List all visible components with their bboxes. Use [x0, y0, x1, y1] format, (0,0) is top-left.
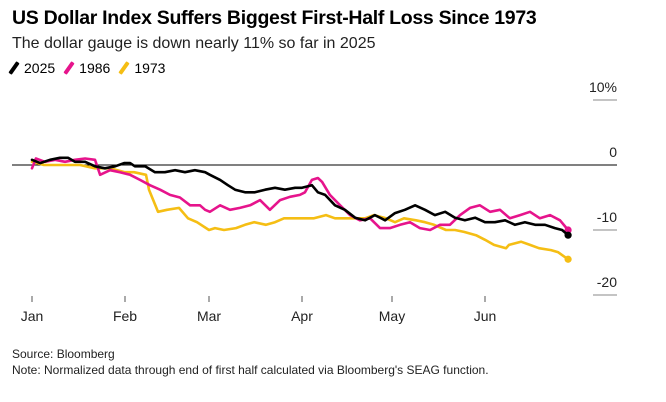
y-tick-label: 0 [609, 144, 617, 160]
x-tick-label: Apr [291, 308, 313, 324]
series-line-2025 [30, 156, 570, 237]
y-tick-label: -20 [597, 274, 617, 290]
legend-item-2025: 2025 [8, 60, 56, 76]
legend-item-1973: 1973 [118, 60, 166, 76]
source-note: Source: Bloomberg [12, 347, 115, 361]
chart-title: US Dollar Index Suffers Biggest First-Ha… [12, 7, 537, 29]
x-tick-label: Jun [474, 308, 497, 324]
legend-label-1973: 1973 [134, 60, 166, 76]
series-line-1986 [30, 157, 570, 232]
legend: 2025 1986 1973 [8, 60, 177, 76]
series-end-marker-2025 [564, 231, 572, 239]
chart-footer: Source: Bloomberg Note: Normalized data … [12, 346, 489, 378]
y-tick-label: 10% [589, 79, 617, 95]
x-tick-label: May [379, 308, 405, 324]
y-tick-label: -10 [597, 209, 617, 225]
legend-label-1986: 1986 [79, 60, 111, 76]
x-tick-label: Jan [21, 308, 44, 324]
methodology-note: Note: Normalized data through end of fir… [12, 363, 489, 377]
chart-subtitle: The dollar gauge is down nearly 11% so f… [12, 35, 376, 52]
legend-label-2025: 2025 [24, 60, 56, 76]
series-end-marker-1973 [564, 255, 572, 263]
x-tick-label: Feb [113, 308, 137, 324]
legend-item-1986: 1986 [63, 60, 111, 76]
series-end-marker-1986 [564, 226, 572, 234]
x-tick-label: Mar [197, 308, 221, 324]
